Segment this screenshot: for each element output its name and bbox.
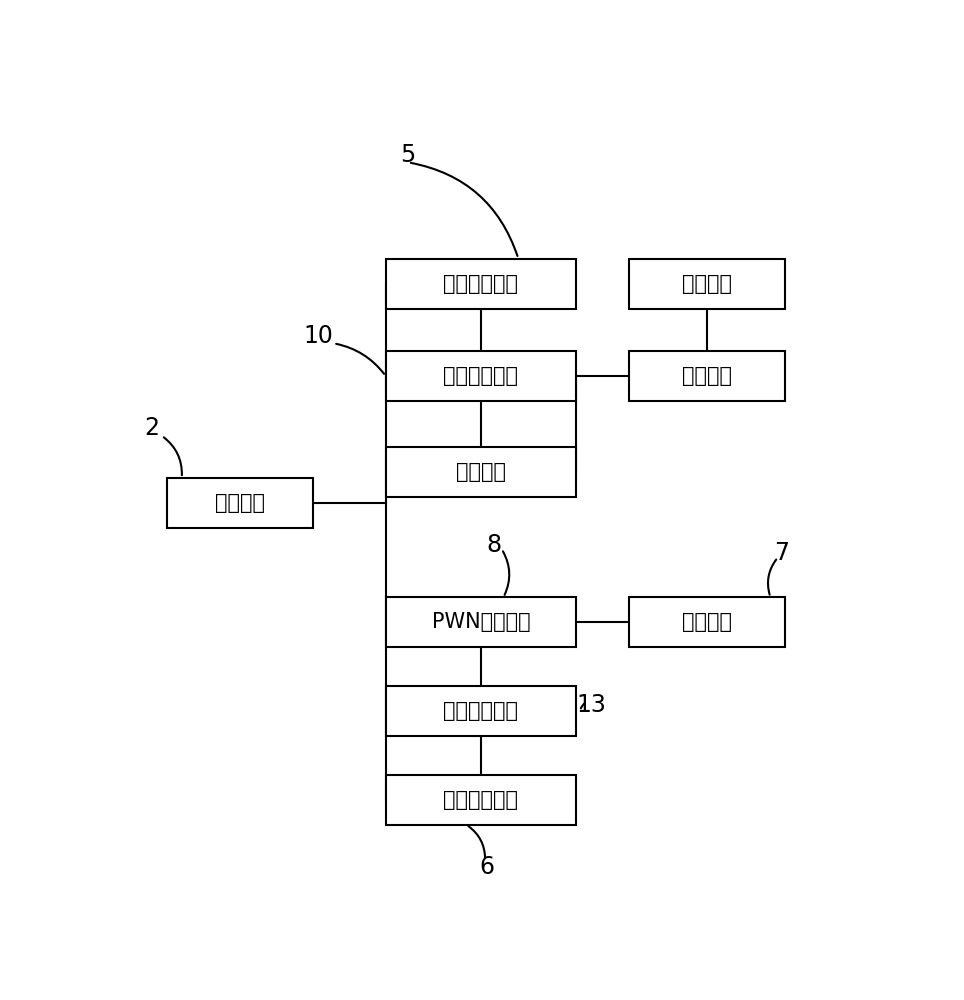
Text: 6: 6 bbox=[479, 855, 495, 879]
Bar bbox=[167, 478, 312, 528]
Text: 散热风扇: 散热风扇 bbox=[682, 612, 732, 632]
Text: 倍数放大电路: 倍数放大电路 bbox=[443, 366, 519, 386]
Text: 开关电路: 开关电路 bbox=[682, 366, 732, 386]
Text: 7: 7 bbox=[774, 541, 790, 565]
Text: 点阵面板: 点阵面板 bbox=[682, 274, 732, 294]
Bar bbox=[629, 597, 786, 647]
Bar bbox=[386, 447, 576, 497]
Text: 应力检测模块: 应力检测模块 bbox=[443, 274, 519, 294]
Bar bbox=[386, 351, 576, 401]
Bar bbox=[629, 351, 786, 401]
Bar bbox=[629, 259, 786, 309]
Text: 13: 13 bbox=[576, 693, 606, 717]
Text: 判断电路: 判断电路 bbox=[456, 462, 506, 482]
Bar bbox=[386, 774, 576, 825]
Text: 10: 10 bbox=[304, 324, 334, 348]
Text: 8: 8 bbox=[487, 533, 501, 557]
Text: 2: 2 bbox=[145, 416, 159, 440]
Bar bbox=[386, 259, 576, 309]
Text: 温度检测模块: 温度检测模块 bbox=[443, 790, 519, 810]
Text: 脉冲发生电路: 脉冲发生电路 bbox=[443, 701, 519, 721]
Text: 5: 5 bbox=[400, 143, 415, 167]
Bar bbox=[386, 686, 576, 736]
Bar bbox=[386, 597, 576, 647]
Text: PWN调频电路: PWN调频电路 bbox=[432, 612, 530, 632]
Text: 散热基板: 散热基板 bbox=[215, 493, 265, 513]
